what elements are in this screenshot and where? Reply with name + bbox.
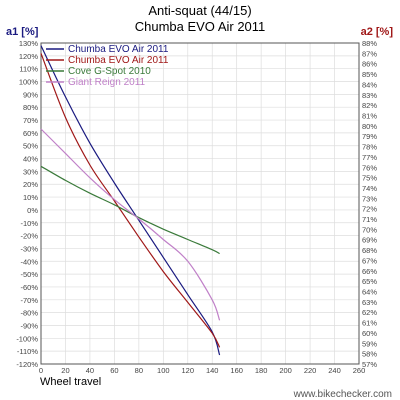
left-tick-label: -50% xyxy=(20,270,38,279)
left-tick-label: 0% xyxy=(27,206,38,215)
left-tick-label: 90% xyxy=(23,90,38,99)
left-tick-label: 40% xyxy=(23,155,38,164)
right-tick-label: 71% xyxy=(362,215,377,224)
legend-entry: Chumba EVO Air 2011 xyxy=(68,55,169,66)
x-axis-label: Wheel travel xyxy=(40,376,101,388)
right-tick-label: 57% xyxy=(362,360,377,369)
left-tick-label: 10% xyxy=(23,193,38,202)
series-line-1 xyxy=(40,45,221,356)
right-tick-label: 78% xyxy=(362,143,377,152)
left-tick-label: -20% xyxy=(20,232,38,241)
left-tick-label: 120% xyxy=(19,52,39,61)
x-tick-label: 160 xyxy=(230,366,243,375)
left-tick-label: -80% xyxy=(20,309,38,318)
left-tick-label: 80% xyxy=(23,103,38,112)
right-tick-label: 70% xyxy=(362,225,377,234)
x-tick-label: 220 xyxy=(304,366,317,375)
right-tick-label: 66% xyxy=(362,267,377,276)
left-tick-label: 70% xyxy=(23,116,38,125)
x-tick-label: 200 xyxy=(279,366,292,375)
left-tick-label: -120% xyxy=(16,360,38,369)
series-line-3 xyxy=(40,165,220,255)
left-tick-label: -70% xyxy=(20,296,38,305)
chart-subtitle: Chumba EVO Air 2011 xyxy=(135,19,266,34)
right-tick-label: 76% xyxy=(362,163,377,172)
right-tick-label: 62% xyxy=(362,308,377,317)
right-tick-label: 83% xyxy=(362,91,377,100)
left-tick-label: -100% xyxy=(16,334,38,343)
x-tick-label: 260 xyxy=(353,366,366,375)
right-tick-label: 74% xyxy=(362,184,377,193)
right-tick-label: 81% xyxy=(362,111,377,120)
legend-entry: Giant Reign 2011 xyxy=(68,77,146,88)
right-tick-label: 87% xyxy=(362,49,377,58)
right-tick-label: 65% xyxy=(362,277,377,286)
right-tick-label: 58% xyxy=(362,350,377,359)
right-tick-label: 69% xyxy=(362,236,377,245)
right-axis-label: a2 [%] xyxy=(361,26,394,38)
right-tick-label: 73% xyxy=(362,194,377,203)
plot-frame xyxy=(40,42,360,365)
right-tick-label: 80% xyxy=(362,122,377,131)
series-lines xyxy=(40,45,221,356)
right-tick-label: 64% xyxy=(362,288,377,297)
left-tick-label: -110% xyxy=(17,347,38,356)
left-tick-labels: 130% 120% 110% 100% 90% 80% 70% 60% 50% 40% 30% 20%… xyxy=(16,39,38,369)
series-line-2 xyxy=(40,53,221,348)
right-tick-label: 67% xyxy=(362,256,377,265)
right-tick-label: 86% xyxy=(362,60,377,69)
right-tick-label: 85% xyxy=(362,70,377,79)
legend-entry: Cove G-Spot 2010 xyxy=(68,66,151,77)
right-tick-label: 61% xyxy=(362,319,377,328)
right-tick-label: 72% xyxy=(362,205,377,214)
x-tick-label: 60 xyxy=(110,366,118,375)
left-tick-label: -30% xyxy=(20,244,38,253)
right-tick-label: 88% xyxy=(362,39,377,48)
left-tick-label: 30% xyxy=(23,167,38,176)
watermark: www.bikechecker.com xyxy=(293,389,392,400)
x-tick-label: 140 xyxy=(206,366,219,375)
right-tick-label: 63% xyxy=(362,298,377,307)
x-tick-label: 40 xyxy=(86,366,94,375)
right-tick-label: 82% xyxy=(362,101,377,110)
right-tick-label: 75% xyxy=(362,174,377,183)
right-tick-label: 68% xyxy=(362,246,377,255)
x-tick-labels: 0 20 40 60 80 100 120 140 160 180 200 220 240 260 xyxy=(39,366,365,375)
left-tick-label: 130% xyxy=(19,39,39,48)
legend-entry: Chumba EVO Air 2011 xyxy=(68,44,169,55)
left-tick-label: 110% xyxy=(19,65,38,74)
left-tick-label: -40% xyxy=(20,257,38,266)
x-tick-label: 100 xyxy=(157,366,170,375)
right-tick-label: 59% xyxy=(362,339,377,348)
left-tick-label: 20% xyxy=(23,180,38,189)
plot-border xyxy=(40,42,360,365)
left-axis-label: a1 [%] xyxy=(6,26,39,38)
chart-title: Anti-squat (44/15) xyxy=(148,3,251,18)
x-tick-label: 0 xyxy=(39,366,43,375)
left-tick-label: -90% xyxy=(20,321,38,330)
series-line-4 xyxy=(40,128,221,321)
left-tick-label: -10% xyxy=(20,219,38,228)
right-tick-label: 60% xyxy=(362,329,377,338)
grid xyxy=(40,42,360,365)
x-tick-label: 20 xyxy=(61,366,69,375)
x-tick-label: 240 xyxy=(328,366,341,375)
x-tick-label: 120 xyxy=(182,366,195,375)
right-tick-label: 79% xyxy=(362,132,377,141)
right-tick-label: 77% xyxy=(362,153,377,162)
right-tick-label: 84% xyxy=(362,80,377,89)
x-tick-label: 180 xyxy=(255,366,268,375)
x-tick-label: 80 xyxy=(135,366,143,375)
right-tick-labels: 88%87% 86%85%84% 83%82%81% 80%79% 78%77%76% 7… xyxy=(362,39,377,369)
left-tick-label: 60% xyxy=(23,129,38,138)
left-tick-label: 50% xyxy=(23,142,38,151)
left-tick-label: -60% xyxy=(20,283,38,292)
left-tick-label: 100% xyxy=(19,78,39,87)
